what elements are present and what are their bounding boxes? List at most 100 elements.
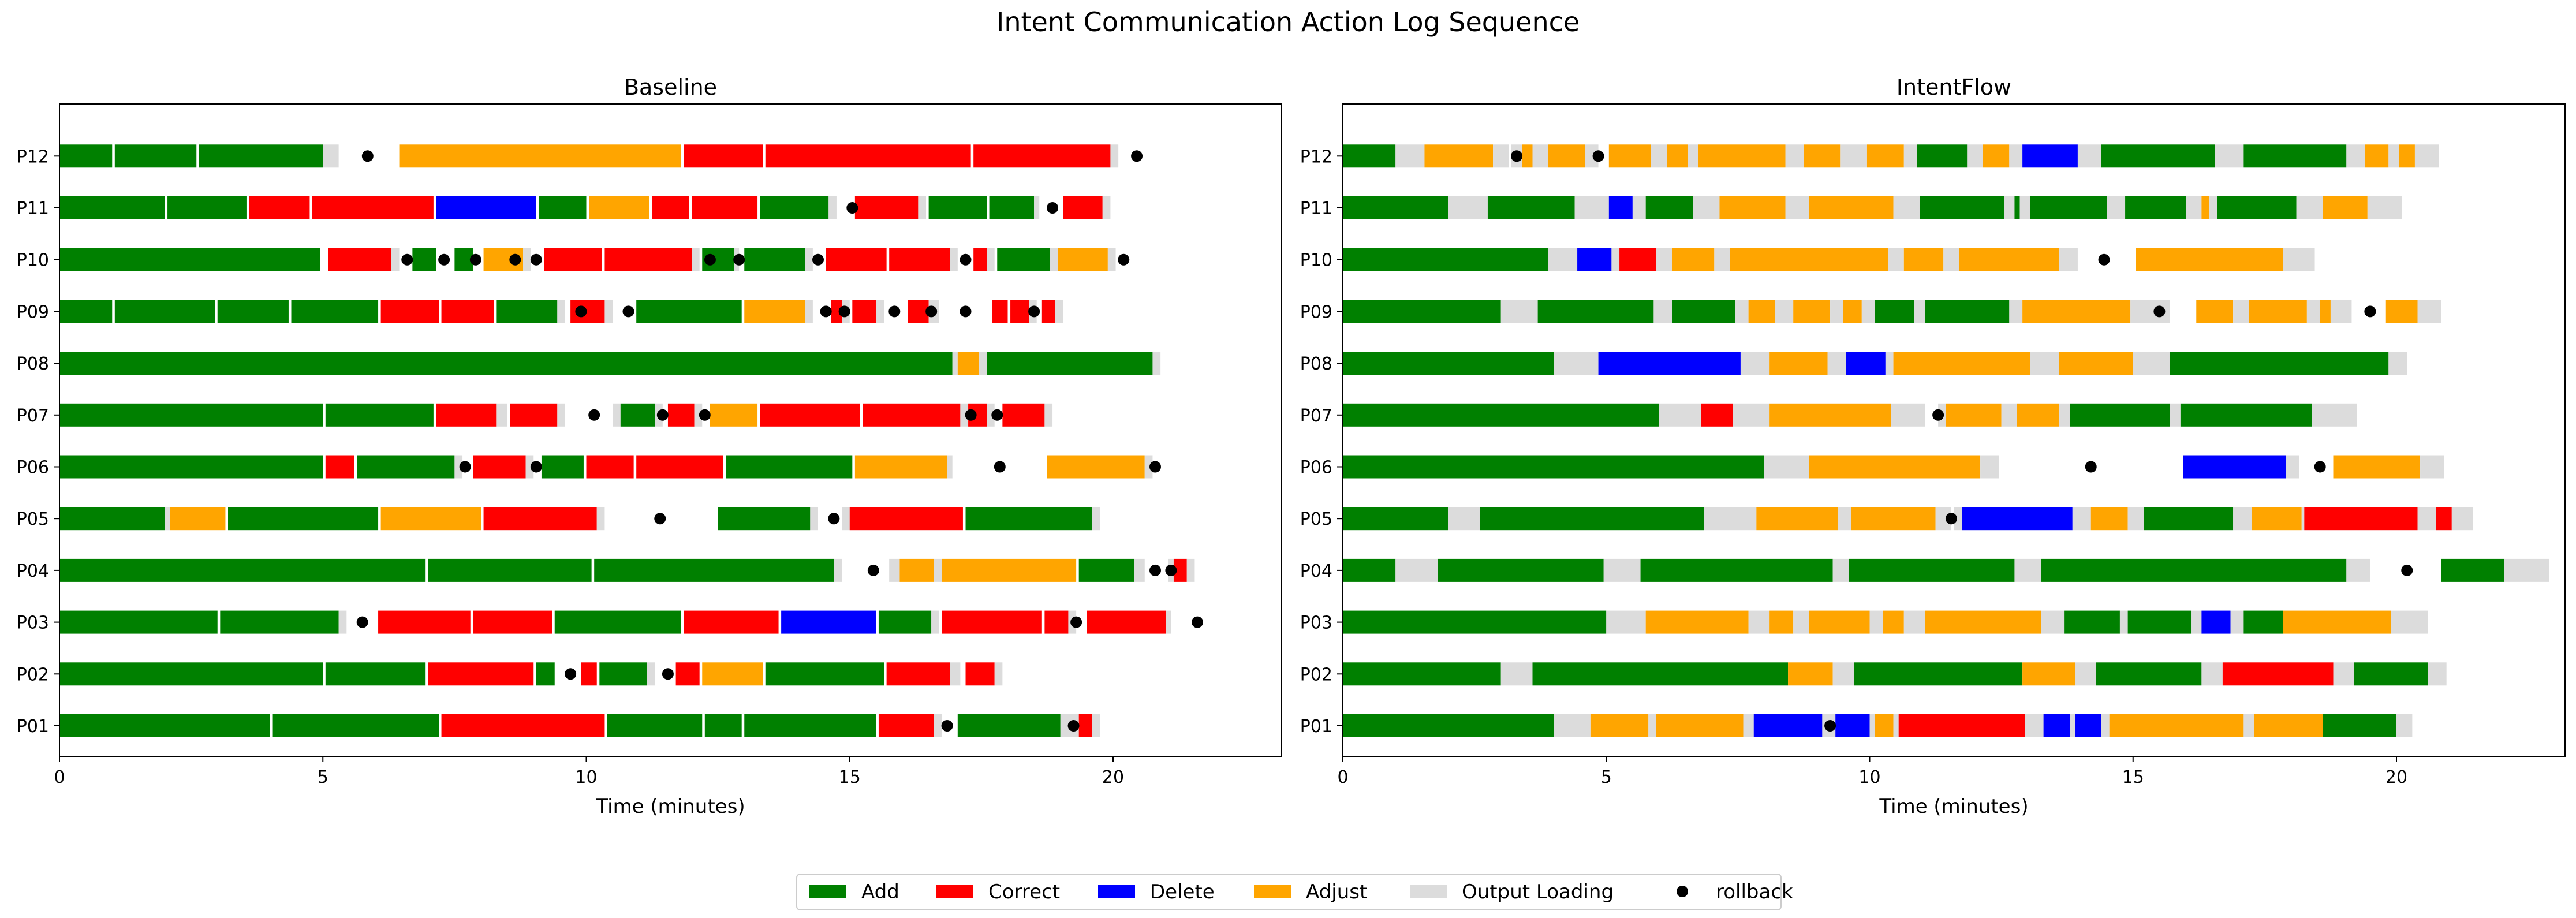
intentflow-p07-output-loading-bar-5 [1891,403,1925,427]
intentflow-p12-rollback-marker-1 [1592,150,1604,162]
baseline-p04-rollback-marker-2 [1165,564,1177,576]
intentflow-p04-add-bar-6 [1849,558,2015,582]
baseline-p08-add-bar-0 [59,352,953,375]
baseline-p03-add-bar-8 [878,610,932,634]
baseline-p09-correct-bar-13 [831,300,842,323]
baseline-y-tick-label-p04: P04 [17,561,49,581]
baseline-p10-rollback-marker-2 [469,253,481,266]
baseline-p09-add-bar-1 [114,300,215,323]
baseline-p10-output-loading-bar-22 [1107,248,1116,271]
baseline-p04-rollback-marker-1 [1149,564,1161,576]
intentflow-p04-add-bar-2 [1438,558,1604,582]
baseline-p11-output-loading-bar-17 [1102,196,1111,219]
intentflow-p11-add-bar-18 [2125,196,2186,219]
intentflow-y-tick-label-p04: P04 [1300,561,1332,581]
intentflow-p06-adjust-bar-2 [1809,455,1981,479]
baseline-p01-rollback-marker-0 [941,720,953,732]
baseline-p11-correct-bar-8 [692,196,758,219]
baseline-p07-output-loading-bar-16 [987,403,995,427]
baseline-y-tick-label-p01: P01 [17,717,49,737]
intentflow-p03-add-bar-0 [1343,610,1607,634]
intentflow-p11-output-loading-bar-19 [2186,196,2202,219]
intentflow-p11-add-bar-14 [2014,196,2020,219]
baseline-p10-correct-bar-8 [604,248,692,271]
intentflow-p02-output-loading-bar-11 [2333,662,2354,686]
intentflow-p03-adjust-bar-8 [1883,610,1904,634]
baseline-p10-add-bar-0 [59,248,320,271]
baseline-p02-add-bar-3 [536,662,555,686]
baseline-y-tick-label-p09: P09 [17,302,49,322]
legend-label-correct: Correct [988,880,1060,904]
intentflow-p09-output-loading-bar-9 [1830,300,1843,323]
intentflow-p11-output-loading-bar-17 [2107,196,2126,219]
baseline-p01-correct-bar-6 [878,714,934,737]
intentflow-p07-output-loading-bar-8 [2001,403,2017,427]
intentflow-p11-output-loading-bar-3 [1574,196,1609,219]
baseline-p09-output-loading-bar-7 [557,300,565,323]
intentflow-p12-output-loading-bar-6 [1532,144,1548,168]
intentflow-p09-output-loading-bar-25 [2417,300,2441,323]
x-axis-label-baseline: Time (minutes) [595,795,745,818]
baseline-p02-add-bar-9 [765,662,884,686]
baseline-p07-add-bar-1 [325,403,434,427]
intentflow-p12-delete-bar-23 [2022,144,2078,168]
intentflow-p09-rollback-marker-1 [2364,305,2376,318]
baseline-p10-rollback-marker-0 [401,253,413,266]
baseline-p09-rollback-marker-7 [1028,305,1040,318]
baseline-p04-output-loading-bar-3 [834,558,842,582]
intentflow-p12-output-loading-bar-14 [1785,144,1804,168]
baseline-p09-adjust-bar-11 [744,300,805,323]
intentflow-p11-output-loading-bar-13 [2004,196,2015,219]
baseline-p02-output-loading-bar-13 [994,662,1003,686]
baseline-p07-correct-bar-9 [667,403,695,427]
intentflow-y-tick-label-p08: P08 [1300,354,1332,374]
baseline-p02-output-loading-bar-6 [647,662,655,686]
intentflow-p05-adjust-bar-11 [2090,507,2128,531]
legend-label-add: Add [861,880,899,904]
baseline-p08-output-loading-bar-5 [1152,352,1161,375]
baseline-p12-output-loading-bar-8 [1110,144,1119,168]
baseline-p03-correct-bar-13 [1087,610,1166,634]
baseline-p12-correct-bar-5 [684,144,763,168]
baseline-p06-output-loading-bar-5 [525,455,534,479]
intentflow-p03-add-bar-14 [2127,610,2192,634]
intentflow-p12-adjust-bar-5 [1522,144,1533,168]
intentflow-p08-output-loading-bar-7 [1885,352,1894,375]
baseline-p10-output-loading-bar-13 [805,248,813,271]
intentflow-p01-adjust-bar-20 [2254,714,2323,737]
intentflow-p12-output-loading-bar-8 [1585,144,1599,168]
baseline-p12-correct-bar-6 [765,144,971,168]
intentflow-p08-output-loading-bar-3 [1740,352,1770,375]
intentflow-p02-output-loading-bar-1 [1500,662,1533,686]
baseline-p10-correct-bar-7 [544,248,602,271]
intentflow-p01-delete-bar-6 [1753,714,1823,737]
baseline-p09-rollback-marker-5 [925,305,938,318]
intentflow-p03-add-bar-18 [2243,610,2283,634]
intentflow-p07-output-loading-bar-10 [2059,403,2070,427]
intentflow-p06-rollback-marker-0 [2085,461,2097,473]
intentflow-p06-output-loading-bar-5 [2286,455,2299,479]
legend-swatch-add [809,885,846,898]
baseline-p12-rollback-marker-1 [1131,150,1143,162]
baseline-y-tick-label-p03: P03 [17,613,49,633]
baseline-p12-add-bar-0 [59,144,113,168]
baseline-p06-add-bar-2 [357,455,455,479]
legend-swatch-rollback [1677,886,1688,897]
baseline-p07-output-loading-bar-10 [694,403,703,427]
baseline-p11-add-bar-9 [760,196,829,219]
intentflow-p08-output-loading-bar-5 [1827,352,1846,375]
baseline-p01-add-bar-3 [607,714,703,737]
intentflow-p09-output-loading-bar-1 [1500,300,1538,323]
intentflow-p10-output-loading-bar-15 [2283,248,2315,271]
intentflow-p10-output-loading-bar-11 [1943,248,1959,271]
baseline-p01-add-bar-5 [744,714,876,737]
intentflow-p06-adjust-bar-6 [2333,455,2421,479]
intentflow-p12-output-loading-bar-32 [2414,144,2439,168]
intentflow-p11-output-loading-bar-7 [1693,196,1720,219]
baseline-p02-correct-bar-12 [965,662,995,686]
baseline-p09-correct-bar-20 [1010,300,1029,323]
baseline-p10-output-loading-bar-18 [987,248,995,271]
baseline-p05-adjust-bar-4 [380,507,481,531]
intentflow-p09-rollback-marker-0 [2153,305,2166,318]
